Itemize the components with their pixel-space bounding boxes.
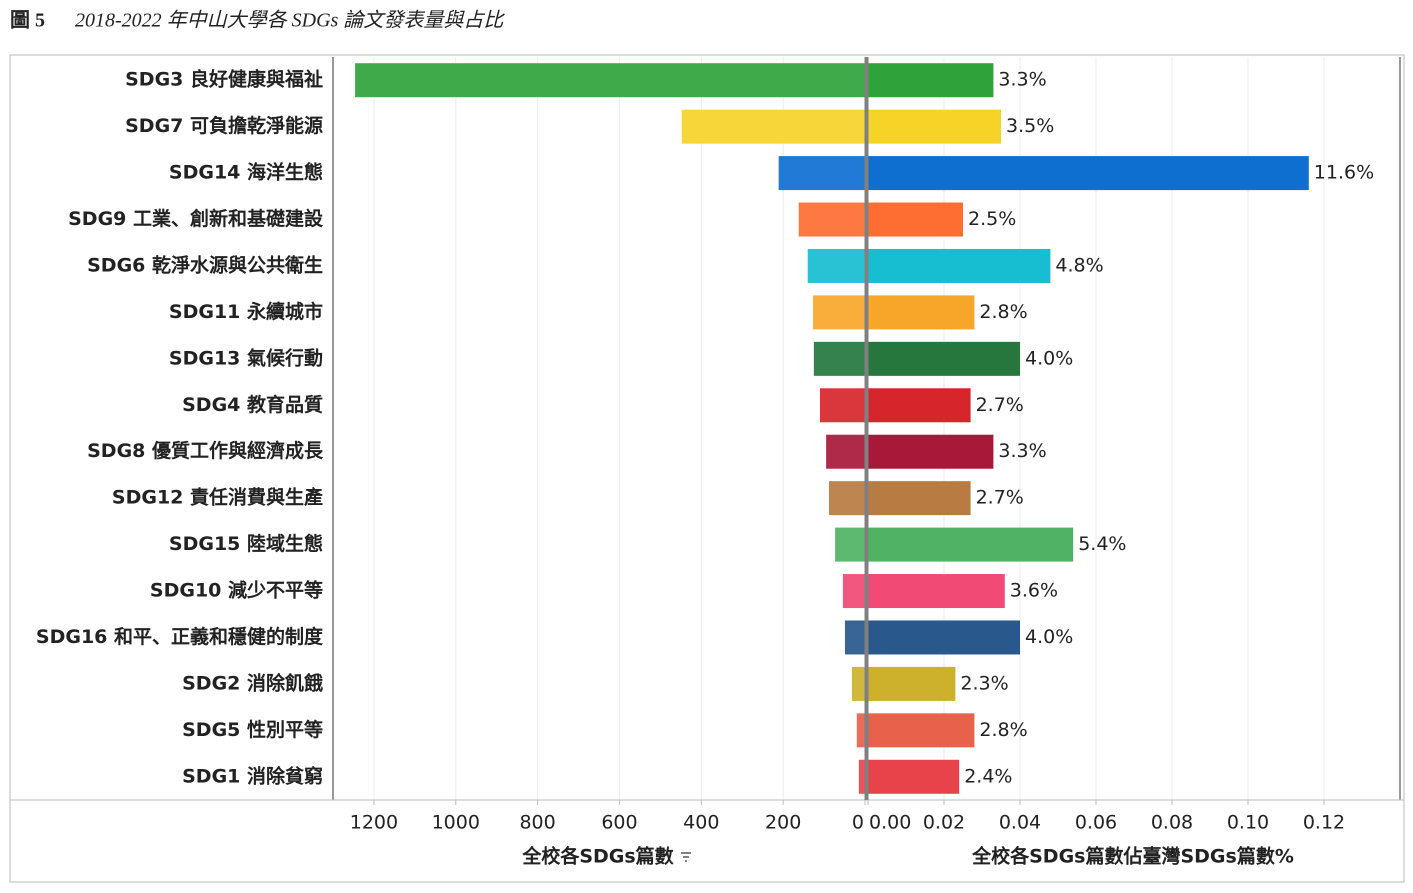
bar — [868, 620, 1020, 655]
x-tick-label: 1000 — [432, 812, 480, 834]
x-tick-label: 1200 — [350, 812, 398, 834]
chart-frame — [9, 54, 1405, 883]
category-label: SDG5 性別平等 — [182, 718, 323, 741]
category-label: SDG14 海洋生態 — [169, 161, 323, 184]
x-tick-label: 800 — [519, 812, 555, 834]
bar — [868, 295, 975, 330]
bar — [868, 434, 994, 469]
x-tick-label: 600 — [601, 812, 637, 834]
value-label: 2.7% — [976, 394, 1024, 416]
bar — [868, 666, 956, 701]
bar — [798, 202, 865, 237]
x-tick-label: 200 — [765, 812, 801, 834]
x-tick-label: 0.12 — [1303, 812, 1345, 834]
filter-icon — [681, 852, 691, 862]
value-label: 5.4% — [1078, 533, 1126, 555]
category-label: SDG3 良好健康與福祉 — [125, 68, 323, 91]
category-label: SDG11 永續城市 — [169, 300, 323, 323]
bar — [868, 388, 971, 423]
category-label: SDG10 減少不平等 — [150, 579, 323, 602]
bar — [868, 63, 994, 98]
x-axis-title: 全校各SDGs篇數佔臺灣SDGs篇數% — [971, 845, 1294, 868]
x-tick-label: 0.00 — [869, 812, 911, 834]
bar — [868, 574, 1005, 609]
bar — [868, 527, 1074, 562]
category-label: SDG9 工業、創新和基礎建設 — [68, 207, 324, 230]
bar — [828, 481, 865, 516]
bar — [807, 248, 865, 283]
value-label: 2.7% — [976, 487, 1024, 509]
bar — [819, 388, 865, 423]
bar — [868, 156, 1309, 191]
x-tick-label: 0.10 — [1227, 812, 1269, 834]
bar — [868, 481, 971, 516]
category-label: SDG6 乾淨水源與公共衛生 — [87, 253, 323, 276]
category-label: SDG7 可負擔乾淨能源 — [125, 114, 323, 137]
bar — [868, 202, 963, 237]
value-label: 11.6% — [1314, 162, 1374, 184]
x-tick-label: 0.08 — [1151, 812, 1193, 834]
value-label: 2.8% — [979, 301, 1027, 323]
value-label: 4.0% — [1025, 347, 1073, 369]
bar — [868, 109, 1001, 144]
bar — [835, 527, 865, 562]
x-tick-label: 0.04 — [999, 812, 1041, 834]
value-label: 2.8% — [979, 719, 1027, 741]
bar — [851, 666, 865, 701]
bar — [858, 759, 865, 794]
bar — [856, 713, 865, 748]
bar — [868, 759, 960, 794]
bar — [826, 434, 865, 469]
chart-title: 2018-2022 年中山大學各 SDGs 論文發表量與占比 — [75, 10, 505, 32]
x-axis-title: 全校各SDGs篇數 — [521, 845, 673, 868]
x-tick-label: 400 — [683, 812, 719, 834]
bar — [778, 156, 865, 191]
bar — [844, 620, 865, 655]
value-label: 3.6% — [1010, 580, 1058, 602]
value-label: 2.3% — [960, 672, 1008, 694]
bar — [813, 295, 865, 330]
value-label: 4.8% — [1055, 254, 1103, 276]
bar — [355, 63, 865, 98]
bar — [842, 574, 865, 609]
category-label: SDG1 消除貧窮 — [182, 764, 323, 787]
category-label: SDG8 優質工作與經濟成長 — [87, 439, 324, 462]
category-label: SDG13 氣候行動 — [169, 346, 323, 369]
bar — [868, 713, 975, 748]
x-tick-label: 0.06 — [1075, 812, 1117, 834]
figure-label: 圖 5 — [10, 9, 45, 32]
value-label: 2.4% — [964, 765, 1012, 787]
x-tick-label: 0 — [852, 812, 864, 834]
bar — [868, 248, 1051, 283]
bar — [868, 341, 1020, 376]
bar — [681, 109, 865, 144]
x-tick-label: 0.02 — [923, 812, 965, 834]
category-label: SDG12 責任消費與生產 — [112, 486, 323, 509]
category-label: SDG2 消除飢餓 — [182, 671, 323, 694]
category-label: SDG15 陸域生態 — [169, 532, 323, 555]
category-label: SDG4 教育品質 — [182, 393, 323, 416]
bar — [813, 341, 865, 376]
value-label: 3.5% — [1006, 115, 1054, 137]
value-label: 3.3% — [998, 440, 1046, 462]
value-label: 3.3% — [998, 69, 1046, 91]
value-label: 4.0% — [1025, 626, 1073, 648]
category-label: SDG16 和平、正義和穩健的制度 — [36, 625, 324, 648]
value-label: 2.5% — [968, 208, 1016, 230]
